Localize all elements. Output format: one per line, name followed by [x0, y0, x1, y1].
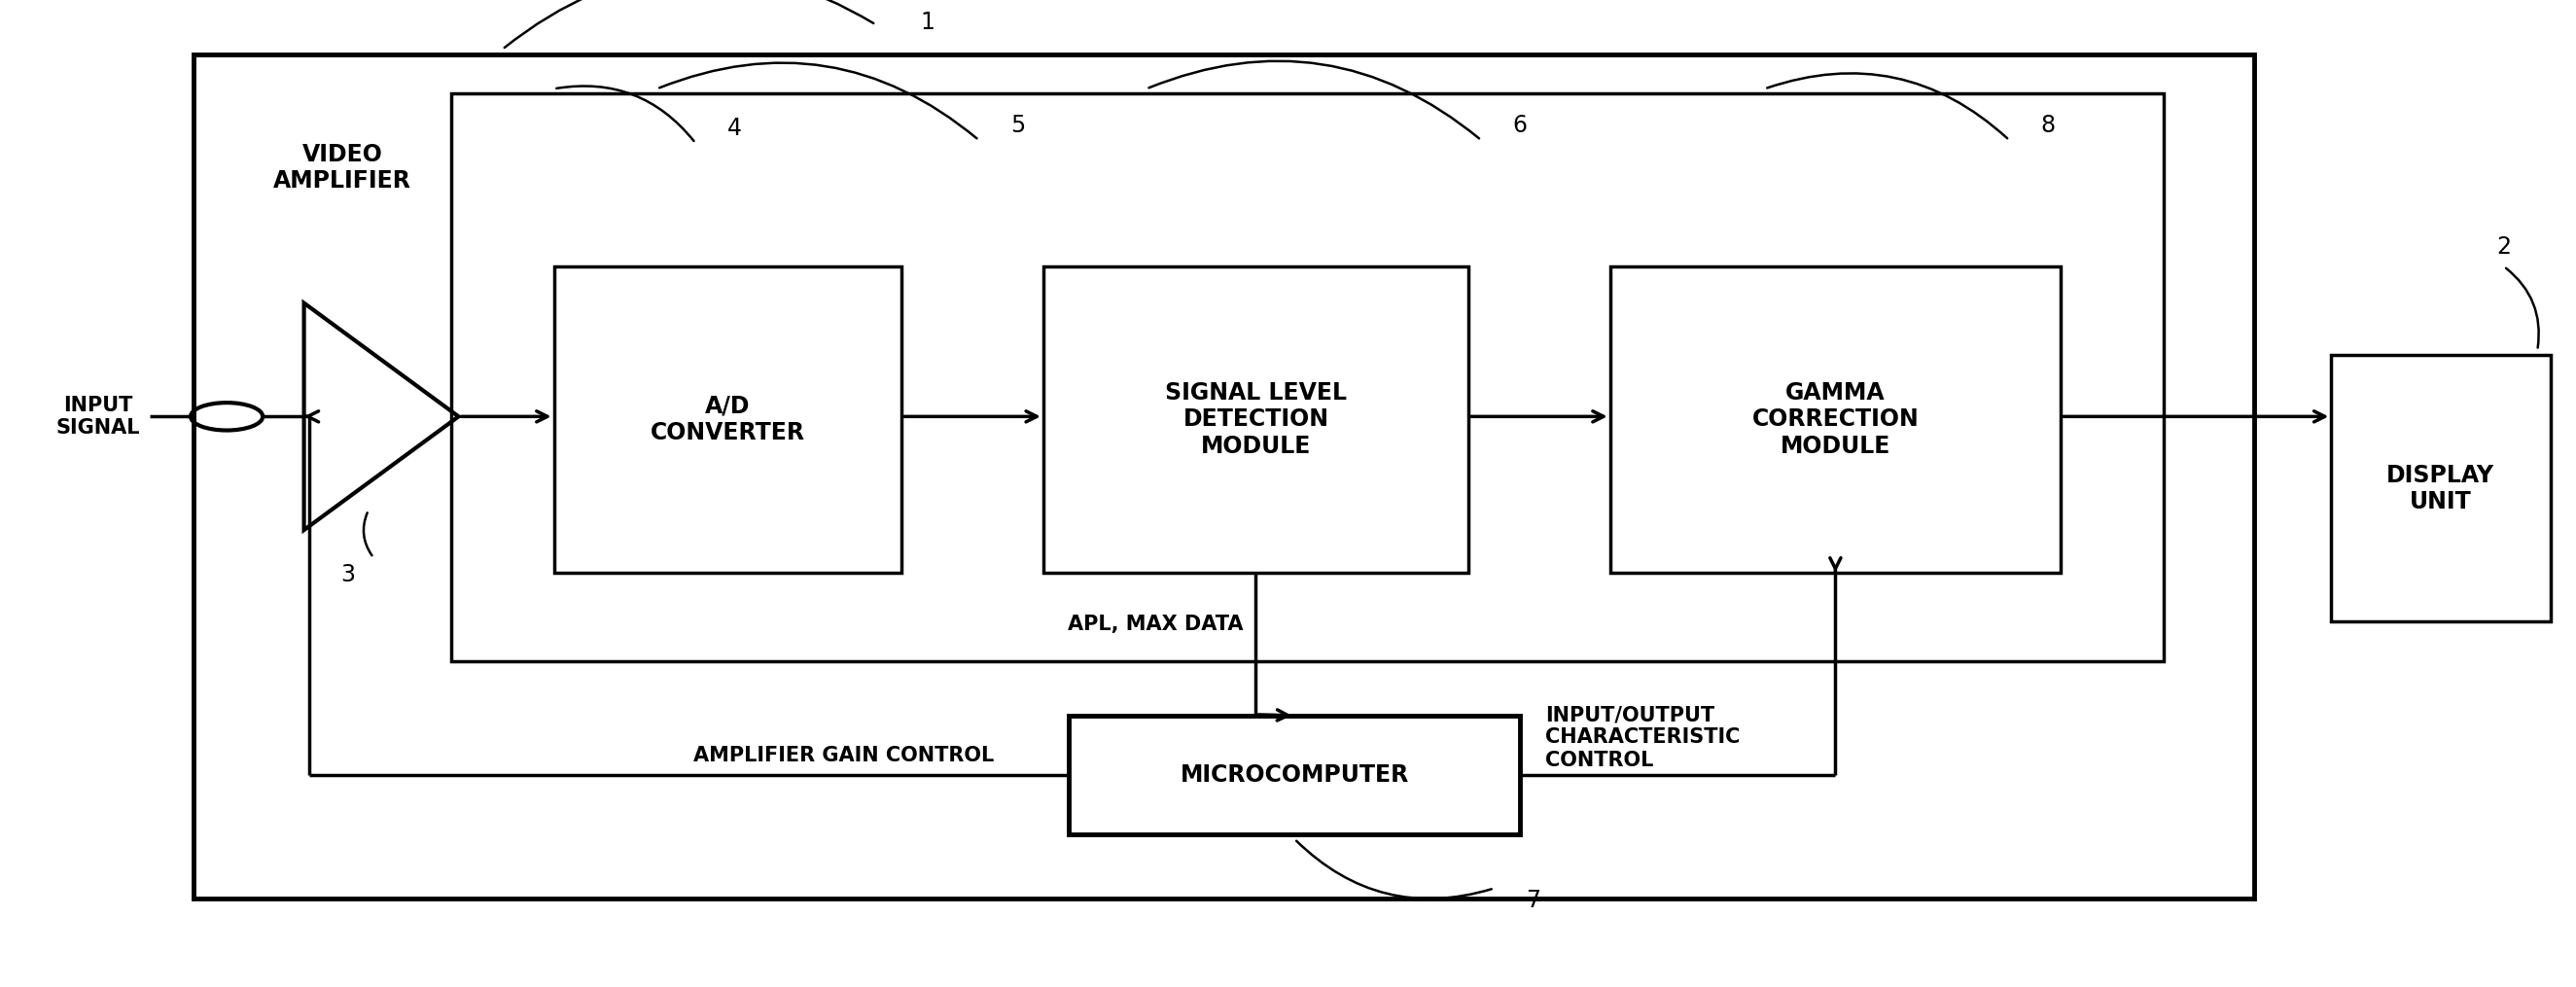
Text: 2: 2: [2496, 235, 2512, 259]
Bar: [2331, 355, 2550, 622]
Bar: [1610, 266, 2061, 572]
Text: MICROCOMPUTER: MICROCOMPUTER: [1180, 763, 1409, 787]
Text: 4: 4: [726, 116, 742, 140]
Text: INPUT
SIGNAL: INPUT SIGNAL: [57, 396, 139, 437]
Bar: [554, 266, 902, 572]
Text: APL, MAX DATA: APL, MAX DATA: [1066, 615, 1244, 634]
Text: INPUT/OUTPUT
CHARACTERISTIC
CONTROL: INPUT/OUTPUT CHARACTERISTIC CONTROL: [1546, 706, 1741, 770]
Text: GAMMA
CORRECTION
MODULE: GAMMA CORRECTION MODULE: [1752, 381, 1919, 458]
Text: VIDEO
AMPLIFIER: VIDEO AMPLIFIER: [273, 142, 412, 193]
Bar: [451, 94, 2164, 661]
Bar: [193, 54, 2254, 898]
Text: 1: 1: [920, 11, 935, 35]
Text: 8: 8: [2040, 114, 2056, 137]
Text: 5: 5: [1010, 114, 1025, 137]
Text: 7: 7: [1525, 888, 1540, 912]
Text: SIGNAL LEVEL
DETECTION
MODULE: SIGNAL LEVEL DETECTION MODULE: [1164, 381, 1347, 458]
Text: 3: 3: [340, 563, 355, 586]
Text: 6: 6: [1512, 114, 1528, 137]
Text: DISPLAY
UNIT: DISPLAY UNIT: [2388, 463, 2494, 514]
Text: AMPLIFIER GAIN CONTROL: AMPLIFIER GAIN CONTROL: [693, 745, 994, 765]
Bar: [1043, 266, 1468, 572]
Text: A/D
CONVERTER: A/D CONVERTER: [649, 394, 806, 445]
Bar: [1069, 716, 1520, 834]
